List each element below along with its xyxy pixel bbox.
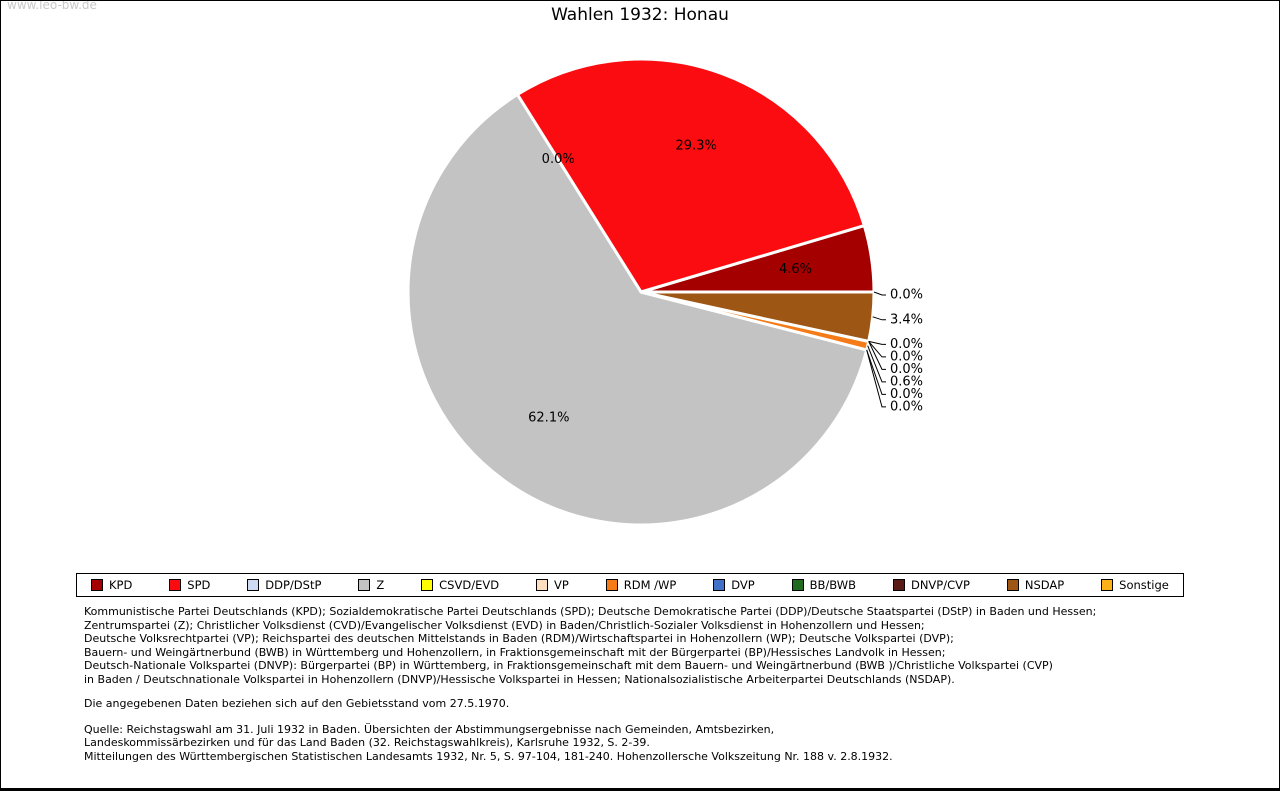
legend-label: VP xyxy=(553,578,569,592)
legend-swatch-bb-bwb xyxy=(791,579,804,591)
legend-label: KPD xyxy=(109,578,133,592)
legend-swatch-kpd xyxy=(91,579,103,591)
legend-item-bb-bwb: BB/BWB xyxy=(791,578,857,592)
callout-line-vp xyxy=(866,349,886,395)
legend-swatch-csvd-evd xyxy=(421,579,434,591)
legend-label: DNVP/CVP xyxy=(910,578,970,592)
party-note-line: Zentrumspartei (Z); Christlicher Volksdi… xyxy=(84,618,925,632)
legend-label: Sonstige xyxy=(1119,578,1169,592)
legend-label: BB/BWB xyxy=(809,578,857,592)
party-note-line: Kommunistische Partei Deutschlands (KPD)… xyxy=(84,605,1097,618)
slice-label-z: 62.1% xyxy=(528,411,569,426)
legend-swatch-vp xyxy=(535,579,548,591)
legend-item-kpd: KPD xyxy=(91,578,132,592)
pie-slice-z xyxy=(406,93,869,527)
legend-label: NSDAP xyxy=(1024,578,1065,592)
legend-item-rdm-wp: RDM /WP xyxy=(605,578,677,592)
legend-swatch-ddp-dstp xyxy=(247,579,260,591)
pie-chart: 4.6%29.3%0.0%62.1%0.0%3.4%0.0%0.0%0.0%0.… xyxy=(406,57,923,527)
pie-slice-spd xyxy=(515,57,866,294)
slice-label-vp: 0.0% xyxy=(890,387,923,402)
legend-swatch-dvp xyxy=(713,579,726,591)
legend-label: Z xyxy=(376,578,385,592)
callout-line-rdm-wp xyxy=(867,345,886,383)
legend-item-vp: VP xyxy=(535,578,569,592)
slice-label-rdm-wp: 0.6% xyxy=(890,374,923,389)
slice-label-spd: 29.3% xyxy=(676,139,717,154)
legend-swatch-z xyxy=(358,579,371,591)
source-note-line: Quelle: Reichstagswahl am 31. Juli 1932 … xyxy=(84,722,775,736)
legend-item-z: Z xyxy=(358,578,384,592)
slice-label-csvd-evd: 0.0% xyxy=(890,399,923,414)
callout-line-dnvp-cvp xyxy=(868,340,886,345)
slice-label-dvp: 0.0% xyxy=(890,362,923,377)
callout-line-csvd-evd xyxy=(866,349,886,408)
slice-label-nsdap: 3.4% xyxy=(890,312,923,327)
legend-swatch-spd xyxy=(169,579,182,591)
legend: KPD SPD DDP/DStP Z CSVD/EVD VP RDM /WP DVP BB/BW… xyxy=(76,573,1184,597)
legend-item-spd: SPD xyxy=(169,578,210,592)
callout-line-bb-bwb xyxy=(868,341,886,358)
callout-line-sonstige xyxy=(873,291,886,296)
legend-item-dnvp-cvp: DNVP/CVP xyxy=(892,578,970,592)
source-note-line: Mitteilungen des Württembergischen Stati… xyxy=(84,749,893,763)
slice-label-sonstige: 0.0% xyxy=(890,288,923,303)
legend-item-ddp-dstp: DDP/DStP xyxy=(247,578,321,592)
slice-label-kpd: 4.6% xyxy=(779,262,812,277)
slice-label-dnvp-cvp: 0.0% xyxy=(890,337,923,352)
legend-swatch-rdm-wp xyxy=(605,579,618,591)
footnotes: Kommunistische Partei Deutschlands (KPD)… xyxy=(84,605,1214,763)
legend-swatch-dnvp-cvp xyxy=(892,579,905,591)
legend-label: DVP xyxy=(731,578,755,592)
watermark: www.leo-bw.de xyxy=(7,0,97,12)
legend-label: DDP/DStP xyxy=(265,578,322,592)
legend-item-sonstige: Sonstige xyxy=(1101,578,1169,592)
legend-label: RDM /WP xyxy=(623,578,677,592)
party-note-line: in Baden / Deutschnationale Volkspartei … xyxy=(84,672,955,686)
legend-label: CSVD/EVD xyxy=(439,578,500,592)
legend-label: SPD xyxy=(187,578,211,592)
party-note-line: Deutsche Volksrechtpartei (VP); Reichspa… xyxy=(84,632,954,645)
callout-line-nsdap xyxy=(872,316,886,321)
legend-swatch-nsdap xyxy=(1006,579,1019,591)
legend-item-csvd-evd: CSVD/EVD xyxy=(421,578,499,592)
party-abbreviation-note: Kommunistische Partei Deutschlands (KPD)… xyxy=(84,605,1214,686)
chart-title: Wahlen 1932: Honau xyxy=(551,5,729,25)
party-note-line: Bauern- und Weingärtnerbund (BWB) in Wür… xyxy=(84,645,946,659)
source-note-line: Landeskommissärbezirken und für das Land… xyxy=(84,736,650,749)
callout-line-dvp xyxy=(868,341,886,370)
source-note: Quelle: Reichstagswahl am 31. Juli 1932 … xyxy=(84,723,1214,764)
slice-label-ddp-dstp: 0.0% xyxy=(542,152,575,167)
legend-swatch-sonstige xyxy=(1101,579,1114,591)
legend-item-nsdap: NSDAP xyxy=(1006,578,1065,592)
party-note-line: Deutsch-Nationale Volkspartei (DNVP): Bü… xyxy=(84,659,1053,672)
slice-label-bb-bwb: 0.0% xyxy=(890,349,923,364)
territorial-status-note: Die angegebenen Daten beziehen sich auf … xyxy=(84,697,510,710)
legend-item-dvp: DVP xyxy=(713,578,755,592)
